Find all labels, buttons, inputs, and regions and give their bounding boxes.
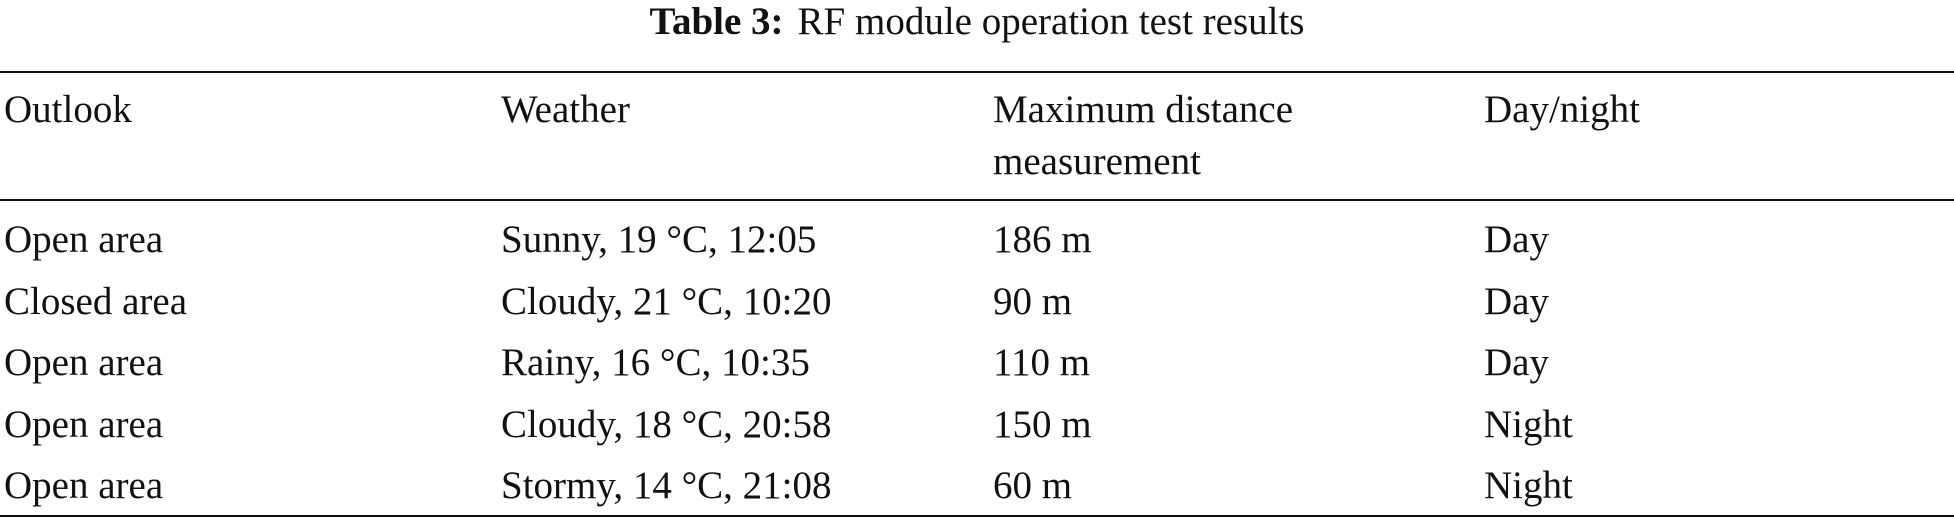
table-cell: Rainy, 16 °C, 10:35: [501, 341, 810, 384]
mid-rule: [0, 199, 1954, 201]
table-cell: Day: [1484, 218, 1549, 261]
header-cell: Weather: [501, 88, 630, 131]
table-cell: Cloudy, 18 °C, 20:58: [501, 402, 832, 446]
table-cell: 90 m: [993, 279, 1073, 323]
table-cell: Sunny, 19 °C, 12:05: [501, 218, 817, 261]
bottom-rule: [0, 515, 1954, 517]
table-cell: 60 m: [993, 464, 1073, 507]
table-cell: 186 m: [993, 218, 1092, 261]
table-cell: 150 m: [993, 402, 1092, 446]
header-cell: Maximum distance measurement: [993, 88, 1294, 183]
table-cell: 110 m: [993, 341, 1091, 384]
caption-text: RF module operation test results: [797, 0, 1305, 43]
table-cell: Open area: [4, 218, 164, 261]
table-cell: Night: [1484, 402, 1573, 446]
table-cell: Open area: [4, 402, 164, 446]
table-cell: Open area: [4, 341, 164, 384]
caption-label: Table 3:: [649, 0, 784, 43]
table-cell: Stormy, 14 °C, 21:08: [501, 464, 832, 507]
table-cell: Cloudy, 21 °C, 10:20: [501, 279, 832, 323]
table-cell: Night: [1484, 464, 1573, 507]
table-cell: Open area: [4, 464, 164, 507]
table-cell: Day: [1484, 341, 1549, 384]
table-cell: Closed area: [4, 279, 188, 323]
table-cell: Day: [1484, 279, 1549, 323]
header-cell: Outlook: [4, 88, 132, 131]
top-rule: [0, 71, 1954, 73]
caption: Table 3: RF module operation test results: [0, 0, 1954, 44]
header-cell: Day/night: [1484, 88, 1640, 131]
